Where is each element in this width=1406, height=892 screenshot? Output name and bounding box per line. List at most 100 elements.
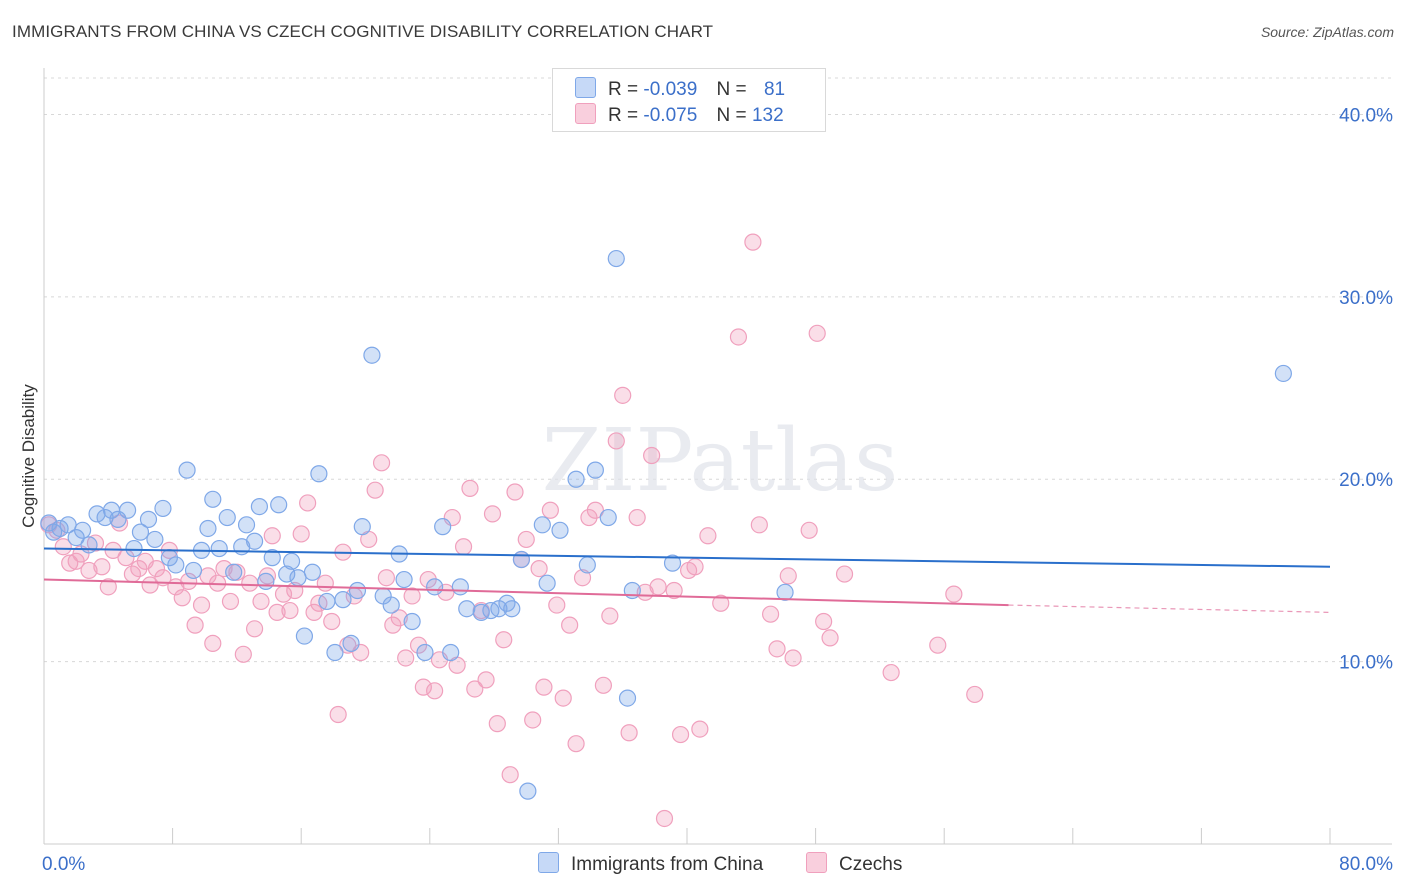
czech-point: [882, 663, 900, 682]
china-point: [167, 556, 185, 574]
czech-point: [61, 554, 79, 572]
czech-point: [501, 766, 519, 784]
czech-point: [761, 605, 780, 623]
bottom-legend-swatch-china: [538, 852, 559, 873]
czech-point: [414, 678, 432, 696]
china-point: [278, 565, 296, 583]
czech-point: [366, 481, 384, 499]
czech-trend-line: [43, 578, 1009, 607]
china-point: [353, 518, 371, 536]
china-point: [426, 578, 444, 596]
czech-point: [800, 521, 818, 539]
czech-point: [768, 640, 786, 658]
czech-point: [461, 479, 479, 497]
china-trend-line: [43, 547, 1331, 568]
czech-point: [614, 386, 632, 404]
legend-n-label: N =: [716, 105, 747, 126]
czech-point: [192, 596, 211, 614]
y-tick-labels: 10.0% 20.0% 30.0% 40.0%: [1339, 105, 1393, 673]
china-point: [204, 490, 222, 508]
czech-point: [141, 576, 159, 594]
czech-point: [750, 516, 768, 534]
china-point: [503, 600, 521, 618]
czech-point: [945, 585, 963, 603]
czech-point: [530, 560, 548, 578]
czech-point: [466, 680, 484, 698]
czech-point: [186, 616, 204, 634]
czech-point: [779, 567, 797, 585]
czech-point: [93, 558, 111, 576]
czech-point: [180, 572, 198, 590]
czech-point: [835, 565, 854, 583]
china-point: [599, 508, 617, 527]
china-point: [125, 539, 143, 558]
czech-point: [54, 538, 72, 556]
y-axis-label: Cognitive Disability: [19, 384, 38, 528]
czech-point: [372, 454, 391, 472]
china-point: [310, 465, 328, 483]
czech-point: [744, 233, 762, 251]
czech-point: [712, 594, 730, 612]
czech-point: [86, 534, 105, 552]
czech-point: [628, 508, 646, 527]
china-point: [382, 596, 400, 614]
czech-point: [221, 592, 240, 611]
china-point: [663, 554, 682, 572]
china-point: [551, 521, 569, 539]
china-point: [519, 782, 537, 800]
china-point: [270, 496, 288, 514]
czech-point: [601, 607, 619, 625]
bottom-legend-label-czech: Czechs: [839, 854, 903, 875]
china-point: [618, 689, 637, 707]
czech-point: [535, 678, 553, 696]
czech-point: [815, 612, 833, 631]
x-tick-label-min: 0.0%: [42, 854, 85, 875]
china-point: [363, 346, 381, 364]
china-point: [73, 521, 92, 539]
czech-point: [561, 616, 579, 634]
china-point: [146, 530, 164, 549]
china-point: [154, 499, 172, 518]
x-tick-label-max: 80.0%: [1339, 854, 1393, 875]
czech-point: [80, 561, 98, 580]
china-point: [40, 514, 58, 532]
correlation-legend: R = -0.039 N = 81 R = -0.075 N = 132: [552, 68, 826, 132]
china-point: [318, 592, 336, 611]
china-point: [498, 594, 516, 612]
czech-point: [305, 603, 323, 621]
czech-points: [40, 233, 984, 828]
czech-point: [403, 587, 421, 605]
czech-point: [966, 685, 984, 704]
czech-point: [517, 530, 535, 549]
china-point: [458, 600, 476, 618]
china-point: [348, 581, 367, 600]
china-point: [118, 501, 137, 519]
china-point: [289, 569, 307, 587]
czech-point: [377, 569, 395, 587]
czech-point: [506, 483, 524, 501]
legend-r-label: R =: [608, 79, 639, 100]
china-point: [416, 643, 434, 662]
china-point: [578, 556, 596, 574]
y-tick-label: 30.0%: [1339, 288, 1393, 309]
czech-point: [397, 649, 415, 667]
source-label: Source: ZipAtlas.com: [1260, 24, 1394, 40]
czech-point: [477, 671, 495, 689]
watermark: ZIPatlas: [542, 411, 898, 511]
china-point: [334, 591, 352, 609]
legend-r-label: R =: [608, 105, 639, 126]
czech-point: [643, 446, 661, 465]
bottom-legend-czech: Czechs: [806, 852, 902, 876]
bottom-legend-label-china: Immigrants from China: [571, 854, 764, 875]
czech-point: [252, 592, 270, 611]
china-point: [533, 516, 551, 534]
china-point: [257, 572, 275, 590]
czech-point: [241, 574, 259, 592]
china-point: [451, 578, 469, 596]
czech-point: [263, 527, 281, 545]
czech-point: [929, 636, 947, 654]
china-point: [139, 510, 158, 528]
czech-point: [299, 494, 317, 512]
china-point: [131, 523, 150, 541]
